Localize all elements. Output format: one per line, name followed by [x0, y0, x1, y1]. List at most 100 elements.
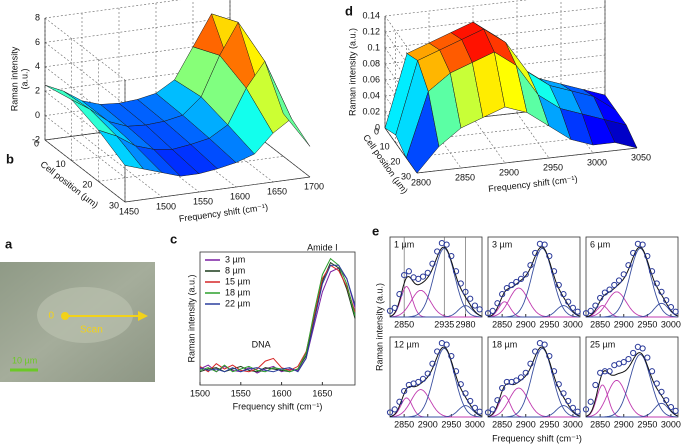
scale-label: 10 µm	[12, 355, 37, 365]
x-tick-label: 1550	[231, 388, 251, 398]
data-point	[555, 381, 562, 388]
data-point	[489, 406, 496, 413]
data-point	[565, 397, 572, 405]
grid-line	[472, 117, 506, 164]
data-point	[644, 354, 651, 361]
data-point	[467, 295, 474, 302]
data-point	[476, 408, 483, 415]
data-point	[499, 384, 506, 392]
series-line	[199, 264, 356, 373]
z-axis-label: Raman intensity	[9, 46, 19, 111]
y-tick-label: 10	[56, 159, 66, 169]
z-tick-label: 0.08	[362, 58, 380, 68]
x-tick-label: 2900	[614, 319, 634, 329]
component-curve	[390, 248, 482, 318]
data-point	[582, 310, 590, 317]
z-tick-label: 0.14	[362, 10, 380, 20]
data-point	[541, 241, 548, 248]
axis-edge	[124, 176, 311, 203]
x-axis-label: Frequency shift (cm⁻¹)	[178, 202, 268, 224]
data-point	[443, 241, 450, 248]
x-tick-label: 2900	[516, 319, 536, 329]
data-point	[522, 369, 529, 376]
y-tick-label: 20	[82, 180, 92, 190]
data-point	[452, 268, 460, 275]
data-point	[639, 241, 646, 248]
data-point	[391, 304, 398, 311]
component-curve	[487, 387, 580, 418]
x-tick-label: 2950	[637, 419, 657, 429]
x-tick-label: 2950	[543, 162, 563, 172]
data-point	[606, 368, 613, 375]
data-point	[587, 307, 594, 315]
data-point	[448, 352, 455, 360]
x-tick-label: 3000	[563, 419, 583, 429]
x-tick-label: 2950	[539, 419, 559, 429]
subplot-title: 18 µm	[492, 339, 517, 349]
x-tick-label: 3000	[661, 419, 681, 429]
data-point	[391, 406, 398, 413]
component-curve	[585, 291, 678, 318]
series-line	[199, 264, 356, 373]
z-axis-label: (a.u.)	[19, 68, 29, 89]
data-point	[550, 268, 558, 275]
data-point	[405, 268, 412, 275]
data-point	[401, 387, 408, 395]
data-point	[527, 360, 534, 367]
component-curve	[389, 289, 482, 318]
data-point	[508, 281, 515, 289]
data-point	[424, 370, 431, 377]
grid-line	[384, 22, 606, 49]
component-curve	[586, 402, 678, 418]
grid-line	[384, 15, 418, 62]
z-tick-label: 0.1	[367, 42, 380, 52]
x-tick-label: 2980	[455, 319, 475, 329]
data-point	[630, 249, 637, 257]
data-point	[550, 368, 558, 375]
y-axis-label: Raman intensity (a.u.)	[186, 274, 196, 362]
scan-label: Scan	[80, 325, 103, 336]
data-point	[555, 281, 562, 289]
grid-line	[384, 79, 418, 126]
data-point	[663, 297, 670, 304]
data-point	[494, 397, 501, 404]
panel-label: c	[170, 231, 177, 246]
data-point	[522, 271, 529, 278]
data-point	[517, 374, 525, 381]
z-tick-label: 2	[35, 86, 40, 96]
y-tick-label: 30	[401, 171, 411, 181]
grid-line	[44, 65, 231, 92]
grid-line	[384, 0, 529, 17]
grid-line	[384, 31, 418, 78]
x-axis-label: Frequency shift (cm⁻¹)	[233, 401, 323, 411]
x-tick-label: 2950	[539, 319, 559, 329]
subplot-title: 6 µm	[590, 239, 610, 249]
data-point	[546, 352, 553, 360]
legend-label: 18 µm	[225, 287, 250, 297]
data-point	[565, 298, 572, 305]
data-point	[419, 375, 427, 383]
annotation: DNA	[252, 339, 271, 349]
data-point	[443, 341, 450, 348]
data-point	[471, 302, 479, 309]
y-tick-label: 30	[109, 200, 119, 210]
y-tick-label: 10	[380, 141, 390, 151]
data-point	[527, 262, 534, 269]
z-tick-label: 4	[35, 61, 40, 71]
data-point	[386, 307, 394, 315]
component-curve	[488, 405, 580, 418]
data-point	[434, 248, 441, 255]
data-point	[658, 288, 665, 295]
panel-label: a	[5, 236, 13, 251]
x-tick-label: 3050	[631, 152, 651, 162]
data-point	[667, 303, 675, 311]
x-tick-label: 2935	[434, 319, 454, 329]
data-point	[484, 409, 492, 416]
z-tick-label: -2	[32, 134, 40, 144]
data-point	[419, 273, 427, 280]
panel-label: d	[345, 3, 353, 18]
data-point	[462, 390, 469, 397]
annotation: Amide I	[307, 242, 338, 252]
data-point	[625, 262, 632, 269]
